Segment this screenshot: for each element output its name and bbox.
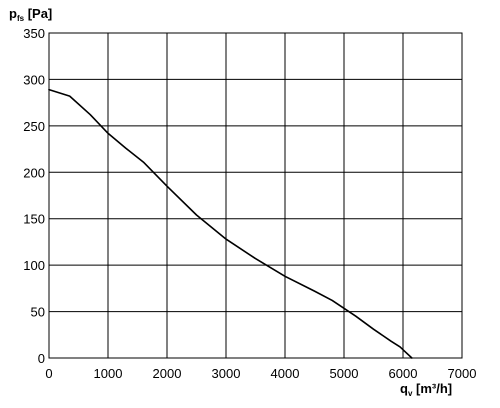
y-axis-title: pfs [Pa]	[9, 6, 52, 23]
x-axis-ticks: 0 1000 2000 3000 4000 5000 6000 7000	[45, 366, 476, 381]
x-tick-label-2000: 2000	[153, 366, 182, 381]
x-axis-subscript: v	[407, 389, 413, 398]
y-axis-unit: [Pa]	[27, 6, 53, 21]
y-tick-label-100: 100	[23, 258, 45, 273]
y-tick-label-250: 250	[23, 119, 45, 134]
y-axis-subscript: fs	[16, 14, 25, 23]
x-tick-label-4000: 4000	[271, 366, 300, 381]
x-tick-label-3000: 3000	[212, 366, 241, 381]
plot-frame	[48, 32, 463, 359]
x-axis-unit: [m³/h]	[416, 381, 453, 396]
x-axis-symbol: q	[400, 381, 408, 396]
y-tick-label-200: 200	[23, 165, 45, 180]
x-tick-label-1000: 1000	[94, 366, 123, 381]
y-tick-label-350: 350	[23, 26, 45, 41]
y-axis-symbol: p	[9, 6, 17, 21]
y-tick-label-150: 150	[23, 212, 45, 227]
y-tick-label-0: 0	[38, 351, 45, 366]
x-tick-label-5000: 5000	[330, 366, 359, 381]
grid-lines	[48, 32, 463, 359]
series-line-0	[48, 88, 413, 359]
series-group	[48, 88, 413, 359]
y-axis-ticks: 0 50 100 150 200 250 300 350	[23, 26, 45, 366]
x-tick-label-0: 0	[45, 366, 52, 381]
y-tick-label-50: 50	[31, 305, 45, 320]
x-tick-label-7000: 7000	[448, 366, 477, 381]
x-axis-title: qv [m³/h]	[400, 381, 452, 398]
y-tick-label-300: 300	[23, 72, 45, 87]
x-tick-label-6000: 6000	[389, 366, 418, 381]
